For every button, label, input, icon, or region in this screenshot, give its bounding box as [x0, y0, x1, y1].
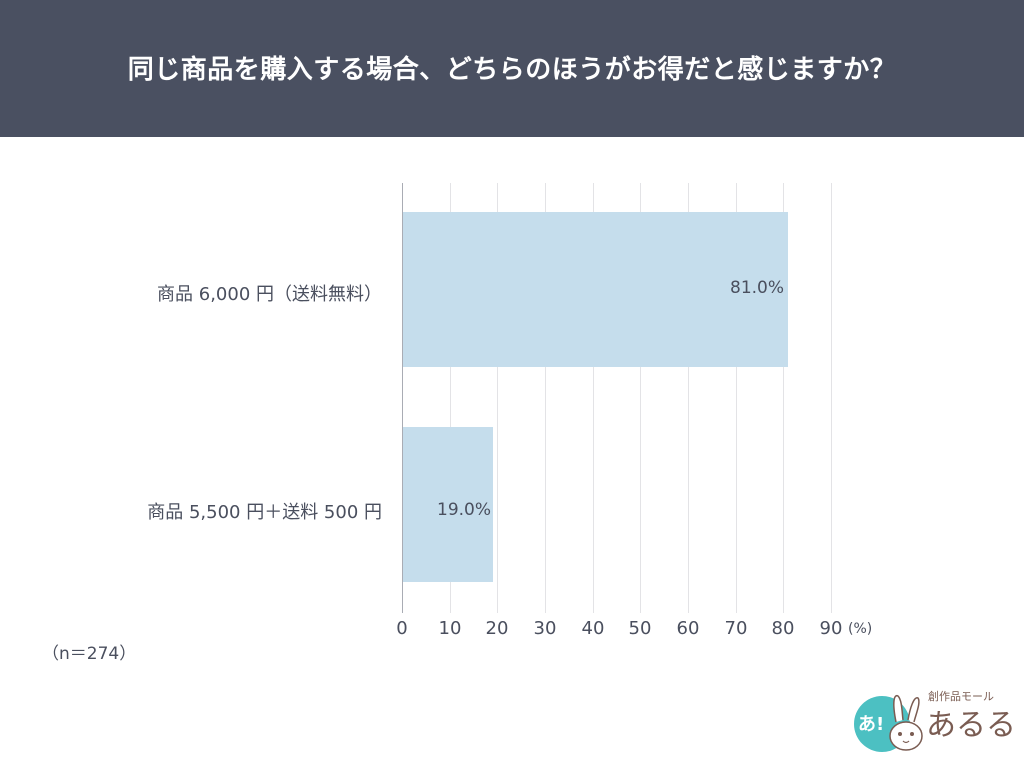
gridline	[736, 183, 737, 613]
x-tick: 10	[438, 618, 462, 639]
gridline	[497, 183, 498, 613]
gridline	[593, 183, 594, 613]
bar-free-shipping	[402, 212, 788, 367]
logo-subtitle: 創作品モール	[928, 690, 994, 703]
x-tick: 40	[581, 618, 605, 639]
category-label: 商品 6,000 円（送料無料）	[157, 284, 382, 305]
bar-with-shipping	[402, 427, 493, 582]
x-tick: 30	[533, 618, 557, 639]
value-label: 81.0%	[730, 278, 785, 298]
x-axis-unit: (%)	[848, 621, 873, 637]
rabbit-icon	[889, 694, 923, 751]
x-tick: 70	[724, 618, 748, 639]
x-tick: 80	[771, 618, 795, 639]
value-label: 19.0%	[437, 500, 492, 520]
chart-title: 同じ商品を購入する場合、どちらのほうがお得だと感じますか？	[127, 55, 897, 85]
category-label: 商品 5,500 円＋送料 500 円	[147, 502, 382, 523]
brand-logo: あ! 創作品モール あるる	[852, 688, 1016, 758]
title-banner: 同じ商品を購入する場合、どちらのほうがお得だと感じますか？	[0, 0, 1024, 137]
x-tick: 90	[819, 618, 843, 639]
y-axis-line	[402, 183, 403, 613]
gridline	[450, 183, 451, 613]
x-tick: 60	[676, 618, 700, 639]
gridline	[545, 183, 546, 613]
x-tick: 50	[628, 618, 652, 639]
x-tick: 0	[396, 618, 408, 639]
gridline	[783, 183, 784, 613]
logo-badge: あ!	[858, 714, 885, 735]
gridline	[640, 183, 641, 613]
x-tick: 20	[485, 618, 509, 639]
gridline	[688, 183, 689, 613]
plot-area: 81.0% 19.0%	[402, 183, 832, 613]
sample-size-note: （n＝274）	[42, 644, 137, 664]
logo-name: あるる	[926, 708, 1016, 743]
gridline	[831, 183, 832, 613]
